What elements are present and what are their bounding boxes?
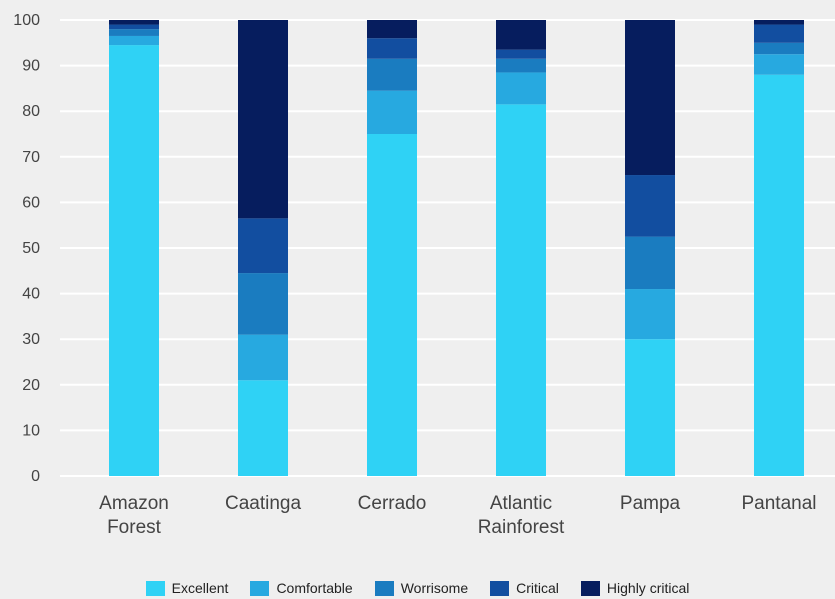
y-tick-label: 20 bbox=[22, 377, 40, 394]
bar-segment-highly-critical bbox=[496, 20, 546, 50]
y-tick-label: 60 bbox=[22, 194, 40, 211]
legend-item: Excellent bbox=[145, 580, 229, 596]
legend-item: Worrisome bbox=[374, 580, 469, 596]
legend-item: Highly critical bbox=[580, 580, 690, 596]
y-tick-label: 90 bbox=[22, 58, 40, 75]
bar-segment-comfortable bbox=[109, 35, 159, 46]
legend-item: Critical bbox=[490, 580, 559, 596]
x-category-label: Amazon Forest bbox=[99, 493, 169, 538]
bar-segment-worrisome bbox=[496, 58, 546, 73]
bar-segment-highly-critical bbox=[367, 20, 417, 39]
bar-segment-excellent bbox=[109, 45, 159, 476]
x-category-label: Atlantic Rainforest bbox=[478, 493, 565, 538]
bar-segment-comfortable bbox=[625, 289, 675, 340]
bar-segment-excellent bbox=[238, 380, 288, 476]
legend-label: Worrisome bbox=[400, 580, 469, 596]
bar-segment-highly-critical bbox=[109, 20, 159, 25]
legend-label: Comfortable bbox=[276, 580, 353, 596]
bar-segment-excellent bbox=[754, 74, 804, 476]
bar-segment-comfortable bbox=[754, 54, 804, 75]
bar-segment-comfortable bbox=[238, 334, 288, 381]
bar-segment-excellent bbox=[496, 104, 546, 477]
x-category-label: Caatinga bbox=[225, 493, 301, 514]
bar-segment-critical bbox=[367, 38, 417, 59]
chart-plot-area: 0 10 20 30 40 50 60 70 80 90 100 Amazon Forest Caatin… bbox=[13, 12, 835, 538]
bar-segment-excellent bbox=[367, 134, 417, 476]
bar-segment-highly-critical bbox=[625, 20, 675, 176]
bar-segment-worrisome bbox=[238, 273, 288, 335]
bar-segment-highly-critical bbox=[754, 20, 804, 25]
bar-segment-excellent bbox=[625, 339, 675, 476]
y-tick-label: 40 bbox=[22, 286, 40, 303]
x-category-label: Pantanal bbox=[741, 493, 816, 514]
bar-segment-worrisome bbox=[625, 236, 675, 290]
legend-swatch bbox=[580, 580, 600, 596]
legend-swatch bbox=[490, 580, 510, 596]
legend-swatch bbox=[374, 580, 394, 596]
bar-segment-critical bbox=[109, 24, 159, 30]
legend-swatch bbox=[250, 580, 270, 596]
bar-segment-comfortable bbox=[496, 72, 546, 105]
y-tick-label: 80 bbox=[22, 103, 40, 120]
x-category-label: Pampa bbox=[620, 493, 681, 514]
legend-swatch bbox=[145, 580, 165, 596]
chart-legend: Excellent Comfortable Worrisome Critical Hig… bbox=[0, 578, 835, 598]
legend-item: Comfortable bbox=[250, 580, 353, 596]
legend-label: Highly critical bbox=[606, 580, 690, 596]
legend-label: Critical bbox=[516, 580, 559, 596]
y-tick-label: 70 bbox=[22, 149, 40, 166]
bar-segment-comfortable bbox=[367, 90, 417, 134]
y-tick-label: 50 bbox=[22, 240, 40, 257]
y-tick-label: 30 bbox=[22, 331, 40, 348]
y-tick-label: 10 bbox=[22, 422, 40, 439]
bar-segment-critical bbox=[625, 175, 675, 237]
bar-segment-worrisome bbox=[367, 58, 417, 91]
bar-segment-highly-critical bbox=[238, 20, 288, 219]
y-tick-label: 100 bbox=[13, 12, 40, 29]
y-tick-label: 0 bbox=[31, 468, 40, 485]
x-category-label: Cerrado bbox=[358, 493, 427, 514]
bar-segment-worrisome bbox=[754, 42, 804, 55]
bar-segment-worrisome bbox=[109, 29, 159, 36]
legend-label: Excellent bbox=[171, 580, 229, 596]
bar-segment-critical bbox=[496, 49, 546, 59]
bar-segment-critical bbox=[754, 24, 804, 43]
bar-segment-critical bbox=[238, 218, 288, 274]
